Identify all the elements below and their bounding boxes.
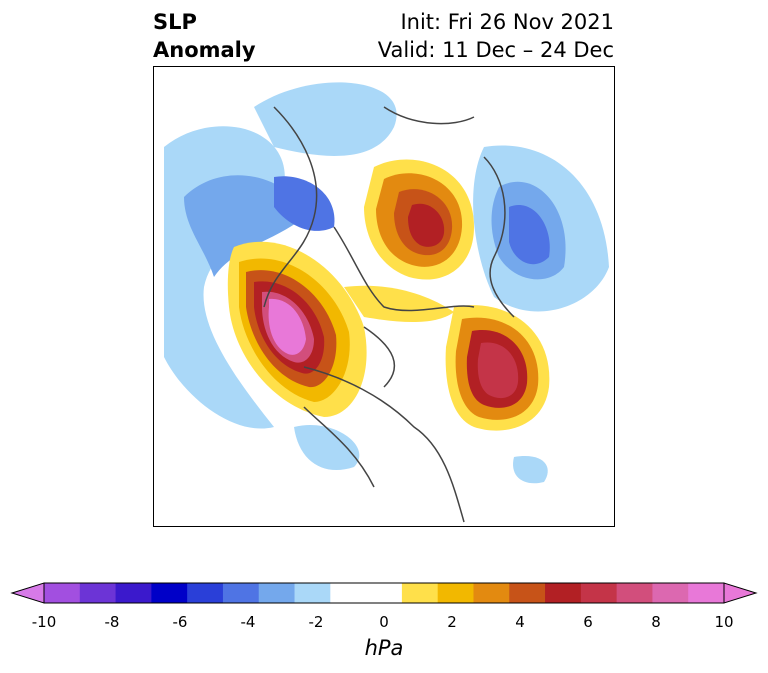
title-dates: Init: Fri 26 Nov 2021 Valid: 11 Dec – 24…	[378, 8, 614, 64]
colorbar-tick-label: 8	[651, 613, 661, 631]
negative-anomaly-east	[513, 456, 548, 484]
title-variable: SLP Anomaly	[153, 8, 256, 64]
colorbar-tick-label: 4	[515, 613, 525, 631]
coastlines	[263, 106, 515, 523]
colorbar-unit: hPa	[364, 636, 404, 660]
colorbar-border	[43, 582, 725, 604]
colorbar-segment	[294, 583, 331, 603]
colorbar-segment	[151, 583, 188, 603]
valid-range: Valid: 11 Dec – 24 Dec	[377, 38, 614, 62]
colorbar-segment	[401, 583, 439, 603]
colorbar-segment	[258, 583, 296, 603]
colorbar-segment	[222, 583, 260, 603]
colorbar-tick-label: 6	[583, 613, 593, 631]
colorbar-over-arrow	[723, 582, 758, 604]
colorbar-segment	[473, 583, 510, 603]
init-date: Init: Fri 26 Nov 2021	[400, 10, 614, 34]
colorbar-segment	[545, 583, 582, 603]
positive-anomaly-atlantic-peak	[477, 342, 519, 399]
colorbar-tick-label: -2	[308, 613, 324, 631]
colorbar-segment	[187, 583, 224, 603]
colorbar-segment	[509, 583, 546, 603]
slp-anomaly-map	[153, 66, 615, 527]
positive-anomaly-barents-peak	[408, 203, 445, 247]
colorbar-segment	[437, 583, 474, 603]
colorbar-segment	[330, 583, 367, 603]
map-canvas	[164, 82, 609, 523]
colorbar-tick-label: -6	[172, 613, 188, 631]
colorbar-tick-label: 2	[447, 613, 457, 631]
colorbar-tick-label: -8	[104, 613, 120, 631]
positive-anomaly-bridge	[344, 285, 454, 322]
colorbar-segment	[115, 583, 152, 603]
negative-anomaly-north	[254, 82, 397, 156]
colorbar-segment	[580, 583, 618, 603]
colorbar-tick-label: -10	[31, 613, 57, 631]
negative-anomaly-asia	[274, 176, 335, 231]
title-variable-line1: SLP	[153, 10, 197, 34]
colorbar	[10, 582, 758, 604]
colorbar-segment	[44, 583, 81, 603]
colorbar-segment	[79, 583, 117, 603]
negative-anomaly-europe-peak	[509, 205, 550, 265]
colorbar-tick-label: 0	[379, 613, 389, 631]
title-variable-line2: Anomaly	[153, 38, 256, 62]
colorbar-tick-label: -4	[240, 613, 256, 631]
colorbar-tick-label: 10	[714, 613, 734, 631]
colorbar-segment	[688, 583, 725, 603]
negative-anomaly-atlantic	[294, 425, 360, 471]
colorbar-segment	[616, 583, 653, 603]
colorbar-segment	[366, 583, 403, 603]
positive-anomaly-pacific-peak	[268, 298, 306, 355]
colorbar-segment	[652, 583, 689, 603]
colorbar-under-arrow	[10, 582, 45, 604]
